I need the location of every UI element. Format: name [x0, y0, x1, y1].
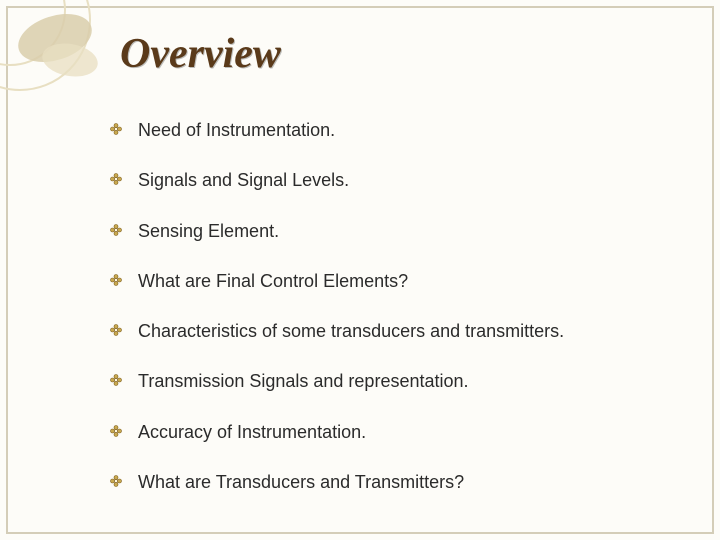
- list-item-text: Characteristics of some transducers and …: [138, 321, 564, 341]
- list-item-text: Need of Instrumentation.: [138, 120, 335, 140]
- flower-bullet-icon: [110, 374, 122, 386]
- flower-bullet-icon: [110, 475, 122, 487]
- flower-bullet-icon: [110, 274, 122, 286]
- flower-bullet-icon: [110, 324, 122, 336]
- flower-bullet-icon: [110, 425, 122, 437]
- slide-content: Overview Need of Instrumentation. Signal…: [110, 30, 680, 510]
- list-item: Transmission Signals and representation.: [110, 369, 680, 393]
- list-item: What are Final Control Elements?: [110, 269, 680, 293]
- list-item-text: Signals and Signal Levels.: [138, 170, 349, 190]
- list-item-text: Transmission Signals and representation.: [138, 371, 469, 391]
- slide-title: Overview: [120, 30, 680, 78]
- list-item: What are Transducers and Transmitters?: [110, 470, 680, 494]
- bullet-list: Need of Instrumentation. Signals and Sig…: [110, 118, 680, 494]
- list-item-text: Accuracy of Instrumentation.: [138, 422, 366, 442]
- list-item: Accuracy of Instrumentation.: [110, 420, 680, 444]
- flower-bullet-icon: [110, 173, 122, 185]
- list-item-text: What are Transducers and Transmitters?: [138, 472, 464, 492]
- flower-bullet-icon: [110, 224, 122, 236]
- flower-bullet-icon: [110, 123, 122, 135]
- list-item-text: Sensing Element.: [138, 221, 279, 241]
- list-item: Need of Instrumentation.: [110, 118, 680, 142]
- list-item: Sensing Element.: [110, 219, 680, 243]
- list-item: Characteristics of some transducers and …: [110, 319, 680, 343]
- list-item: Signals and Signal Levels.: [110, 168, 680, 192]
- list-item-text: What are Final Control Elements?: [138, 271, 408, 291]
